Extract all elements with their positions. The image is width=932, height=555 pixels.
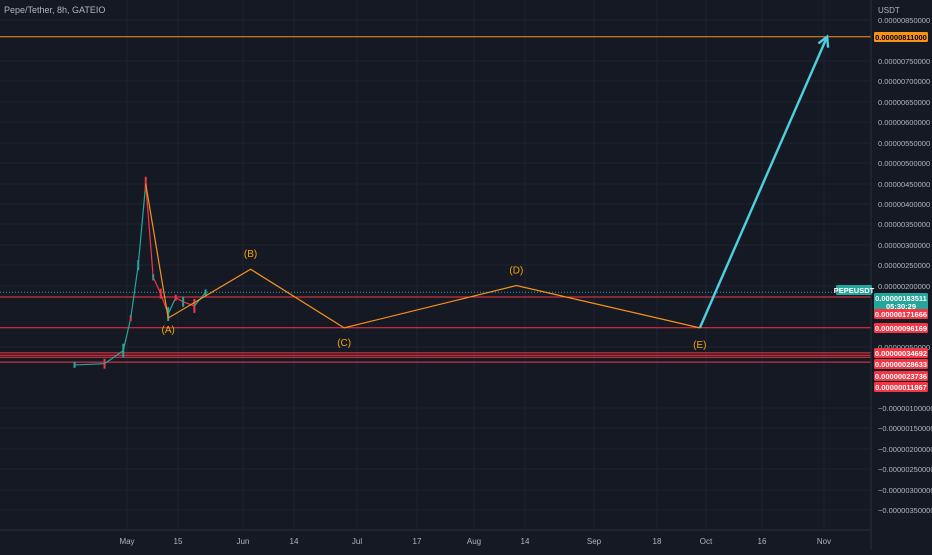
- wave-labels: (A) (B) (C) (D) (E): [162, 249, 707, 351]
- horizontal-levels: [0, 36, 871, 363]
- price-tag: [836, 285, 872, 295]
- price-tags: 0.00000811000 PEPEUSDT0.0000018351105:30:…: [834, 32, 928, 392]
- wave-label: (A): [162, 325, 175, 336]
- price-tick-label: −0.00000200000: [878, 445, 932, 454]
- price-axis[interactable]: 0.00000850000 0.00000750000 0.00000700000 0…: [878, 16, 932, 515]
- projection-line: [698, 36, 829, 329]
- price-tick-label: 0.00000650000: [878, 98, 930, 107]
- price-segment: [104, 350, 124, 365]
- projection-arrow: [698, 34, 830, 329]
- price-tag: [874, 301, 928, 311]
- projection-arrowhead: [817, 34, 830, 48]
- price-tag-text: 0.00000023736: [875, 372, 927, 381]
- price-segment: [137, 183, 147, 266]
- time-tick-label: 14: [290, 537, 299, 546]
- price-segment: [122, 317, 132, 351]
- price-tick-label: 0.00000450000: [878, 180, 930, 189]
- time-tick-label: Jul: [352, 537, 362, 546]
- time-tick-label: 15: [174, 537, 183, 546]
- price-tag: [874, 323, 928, 333]
- price-tag-text: 0.00000183511: [875, 294, 927, 303]
- time-tick-label: May: [119, 537, 134, 546]
- time-tick-label: Nov: [817, 537, 831, 546]
- time-tick-label: Oct: [700, 537, 713, 546]
- price-tag-text: 0.00000096169: [875, 324, 927, 333]
- price-tag-text: 0.00000171666: [875, 310, 927, 319]
- time-tick-label: 17: [413, 537, 422, 546]
- price-tick-label: 0.00000350000: [878, 220, 930, 229]
- price-tag-text: 0.00000034692: [875, 349, 927, 358]
- price-tick-label: 0.00000500000: [878, 159, 930, 168]
- price-axis-unit: USDT: [878, 6, 900, 15]
- symbol-title[interactable]: Pepe/Tether, 8h, GATEIO: [4, 5, 106, 15]
- price-tag-text: PEPEUSDT: [834, 286, 875, 295]
- price-tick-label: −0.00000100000: [878, 404, 932, 413]
- time-tick-label: 16: [758, 537, 767, 546]
- price-tick-label: −0.00000350000: [878, 506, 932, 515]
- price-tick-label: 0.00000050000: [878, 343, 930, 352]
- price-segment: [130, 265, 139, 319]
- price-tick-label: 0.00000850000: [878, 16, 930, 25]
- wave-label: (D): [509, 266, 523, 277]
- price-tick-label: 0.00000250000: [878, 261, 930, 270]
- price-tick-label: 0.00000200000: [878, 282, 930, 291]
- price-tag: [874, 309, 928, 319]
- price-tick-label: 0.00000750000: [878, 57, 930, 66]
- wave-label: (B): [244, 249, 257, 260]
- price-tag: [874, 348, 928, 358]
- price-tick-label: 0.00000600000: [878, 118, 930, 127]
- wave-label: (C): [337, 338, 351, 349]
- price-segment: [175, 297, 184, 303]
- wave-pattern: [145, 183, 700, 329]
- price-tick-label: 0.00000550000: [878, 139, 930, 148]
- price-segment: [145, 183, 154, 278]
- price-tick-label: −0.00000300000: [878, 486, 932, 495]
- price-tag-text: 05:30:29: [886, 302, 916, 311]
- price-tag: [874, 371, 928, 381]
- price-tick-label: 0.00000700000: [878, 77, 930, 86]
- time-tick-label: 18: [653, 537, 662, 546]
- grid: [0, 0, 871, 530]
- price-tag: [874, 359, 928, 369]
- time-tick-label: Sep: [587, 537, 602, 546]
- price-tag: [874, 382, 928, 392]
- price-segment: [152, 277, 162, 294]
- wave-label: (E): [693, 340, 706, 351]
- price-series: [73, 176, 207, 369]
- price-tick-label: 0.00000300000: [878, 241, 930, 250]
- price-tag-text: 0.00000011867: [875, 383, 927, 392]
- time-axis[interactable]: May 15 Jun 14 Jul 17 Aug 14 Sep 18 Oct 16 Nov: [119, 537, 831, 546]
- time-tick-label: 14: [521, 537, 530, 546]
- price-tag: [874, 293, 928, 303]
- candle: [204, 289, 207, 296]
- price-segment: [74, 363, 105, 366]
- price-tick-label: −0.00000150000: [878, 424, 932, 433]
- price-tag-text: 0.00000028633: [875, 360, 927, 369]
- time-tick-label: Jun: [237, 537, 250, 546]
- price-tag-text: 0.00000811000: [875, 33, 927, 42]
- price-segment: [182, 301, 195, 307]
- price-tag: [874, 32, 928, 42]
- time-tick-label: Aug: [467, 537, 481, 546]
- price-tick-label: 0.00000400000: [878, 200, 930, 209]
- price-tick-label: −0.00000250000: [878, 465, 932, 474]
- price-segment: [167, 297, 177, 315]
- wave-polyline: [145, 183, 700, 329]
